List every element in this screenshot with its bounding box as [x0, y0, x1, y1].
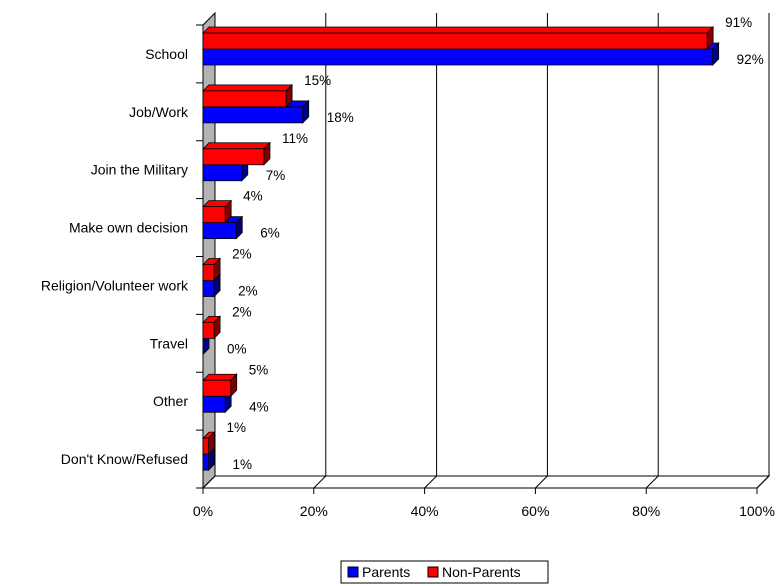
category-label: Join the Military	[91, 162, 188, 178]
category-label: Don't Know/Refused	[61, 451, 188, 467]
bar-non-parents	[202, 199, 233, 224]
bar-non-parents-front	[202, 32, 708, 50]
floor-gridline	[202, 475, 216, 489]
legend-box	[340, 560, 549, 584]
x-tick-label: 80%	[632, 503, 660, 519]
bar-parents-front	[202, 164, 243, 182]
x-tick-label: 40%	[411, 503, 439, 519]
floor-gridline	[535, 475, 548, 489]
legend-label: Non-Parents	[442, 564, 521, 580]
plot-wall	[201, 11, 771, 490]
bar-non-parents-top	[202, 26, 715, 34]
legend-label: Parents	[362, 564, 410, 580]
bar-non-parents-top	[202, 142, 271, 150]
floor-gridline	[313, 475, 327, 489]
data-label-parents: 18%	[327, 110, 354, 125]
data-label-non-parents: 11%	[282, 131, 308, 146]
data-label-parents: 2%	[238, 284, 258, 299]
bar-parents-front	[202, 48, 714, 66]
data-label-parents: 4%	[249, 399, 269, 414]
legend: Parents Non-Parents	[340, 560, 549, 584]
legend-swatch	[347, 566, 359, 578]
bar-non-parents-front	[202, 321, 215, 339]
data-label-parents: 1%	[233, 457, 253, 472]
category-label: Make own decision	[69, 220, 188, 236]
bar-non-parents	[202, 373, 238, 398]
bar-non-parents-front	[202, 206, 226, 224]
data-label-non-parents: 15%	[304, 73, 331, 88]
bar-non-parents-front	[202, 264, 215, 281]
bar-parents-front	[202, 453, 209, 471]
bar-non-parents	[202, 315, 222, 340]
x-tick-label: 20%	[300, 503, 328, 519]
category-label: School	[145, 46, 188, 62]
labels: School 91% 92% Job/Work 15% 18% Join the Milit…	[41, 15, 764, 472]
bar-parents-front	[202, 222, 237, 240]
bar-non-parents-front	[202, 437, 209, 455]
data-label-parents: 6%	[260, 226, 280, 241]
category-label: Job/Work	[129, 104, 189, 120]
side-wall	[202, 11, 216, 490]
legend-swatch	[427, 566, 439, 578]
category-label: Other	[153, 393, 188, 409]
category-label: Religion/Volunteer work	[41, 277, 189, 293]
floor-gridline	[756, 475, 770, 489]
data-label-non-parents: 91%	[725, 15, 752, 30]
bar-non-parents-front	[202, 148, 265, 166]
bar-non-parents	[202, 83, 294, 108]
bar-non-parents	[202, 257, 222, 282]
x-tick-label: 60%	[521, 503, 549, 519]
data-label-non-parents: 1%	[227, 420, 247, 435]
data-label-parents: 0%	[227, 341, 247, 356]
floor-gridline	[424, 475, 437, 489]
bar-parents-front	[202, 395, 226, 413]
category-label: Travel	[150, 335, 188, 351]
bar-non-parents	[202, 141, 271, 166]
bar-non-parents-front	[202, 379, 232, 397]
bar-non-parents-top	[202, 84, 294, 92]
x-tick-label: 100%	[739, 503, 775, 519]
gridlines	[202, 13, 770, 489]
floor-gridline	[645, 475, 659, 489]
bar-non-parents	[202, 26, 715, 50]
data-label-parents: 7%	[266, 168, 286, 183]
data-label-parents: 92%	[737, 52, 764, 67]
bar-non-parents-front	[202, 90, 287, 108]
bar-parents-front	[202, 280, 215, 297]
x-tick-label: 0%	[193, 503, 213, 519]
data-label-non-parents: 2%	[232, 247, 252, 262]
data-label-non-parents: 4%	[243, 189, 263, 204]
data-label-non-parents: 5%	[249, 362, 269, 377]
floor	[201, 475, 771, 489]
bars	[202, 26, 720, 472]
bar-parents-front	[202, 106, 304, 124]
data-label-non-parents: 2%	[232, 304, 252, 319]
bar-non-parents	[202, 431, 216, 456]
